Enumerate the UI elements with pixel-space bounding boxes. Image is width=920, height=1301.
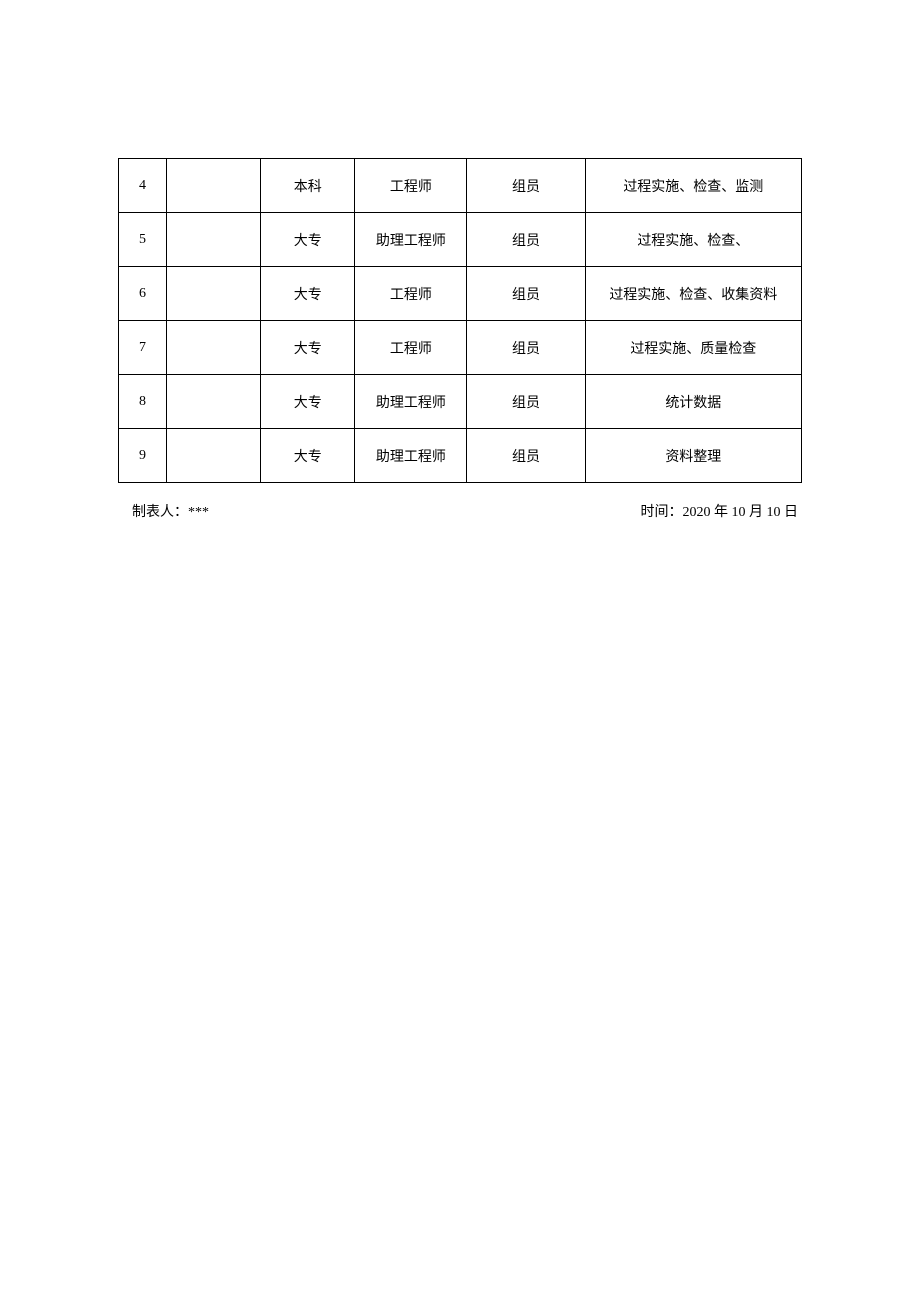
cell-name	[167, 429, 261, 483]
cell-index: 7	[119, 321, 167, 375]
footer-date: 时间：2020 年 10 月 10 日	[641, 501, 799, 521]
cell-role: 组员	[467, 429, 585, 483]
cell-duty: 过程实施、检查、	[585, 213, 801, 267]
cell-education: 大专	[261, 213, 355, 267]
cell-role: 组员	[467, 267, 585, 321]
cell-education: 大专	[261, 321, 355, 375]
cell-education: 本科	[261, 159, 355, 213]
cell-duty: 资料整理	[585, 429, 801, 483]
cell-index: 5	[119, 213, 167, 267]
cell-title: 工程师	[355, 267, 467, 321]
cell-education: 大专	[261, 375, 355, 429]
cell-index: 6	[119, 267, 167, 321]
personnel-table: 4 本科 工程师 组员 过程实施、检查、监测 5 大专 助理工程师 组员 过程实…	[118, 158, 802, 483]
footer: 制表人：*** 时间：2020 年 10 月 10 日	[118, 501, 802, 521]
cell-index: 9	[119, 429, 167, 483]
cell-name	[167, 321, 261, 375]
cell-education: 大专	[261, 429, 355, 483]
cell-title: 工程师	[355, 321, 467, 375]
cell-title: 助理工程师	[355, 429, 467, 483]
cell-duty: 过程实施、检查、监测	[585, 159, 801, 213]
table-row: 6 大专 工程师 组员 过程实施、检查、收集资料	[119, 267, 802, 321]
cell-name	[167, 213, 261, 267]
table-row: 7 大专 工程师 组员 过程实施、质量检查	[119, 321, 802, 375]
cell-index: 4	[119, 159, 167, 213]
cell-duty: 过程实施、质量检查	[585, 321, 801, 375]
table-body: 4 本科 工程师 组员 过程实施、检查、监测 5 大专 助理工程师 组员 过程实…	[119, 159, 802, 483]
footer-author: 制表人：***	[122, 501, 209, 521]
cell-role: 组员	[467, 321, 585, 375]
cell-name	[167, 159, 261, 213]
cell-education: 大专	[261, 267, 355, 321]
table-row: 5 大专 助理工程师 组员 过程实施、检查、	[119, 213, 802, 267]
cell-index: 8	[119, 375, 167, 429]
cell-role: 组员	[467, 159, 585, 213]
table-row: 8 大专 助理工程师 组员 统计数据	[119, 375, 802, 429]
cell-duty: 过程实施、检查、收集资料	[585, 267, 801, 321]
table-row: 4 本科 工程师 组员 过程实施、检查、监测	[119, 159, 802, 213]
cell-name	[167, 267, 261, 321]
page-content: 4 本科 工程师 组员 过程实施、检查、监测 5 大专 助理工程师 组员 过程实…	[0, 0, 920, 521]
cell-title: 助理工程师	[355, 213, 467, 267]
cell-title: 助理工程师	[355, 375, 467, 429]
cell-name	[167, 375, 261, 429]
cell-duty: 统计数据	[585, 375, 801, 429]
table-row: 9 大专 助理工程师 组员 资料整理	[119, 429, 802, 483]
cell-role: 组员	[467, 213, 585, 267]
cell-role: 组员	[467, 375, 585, 429]
cell-title: 工程师	[355, 159, 467, 213]
